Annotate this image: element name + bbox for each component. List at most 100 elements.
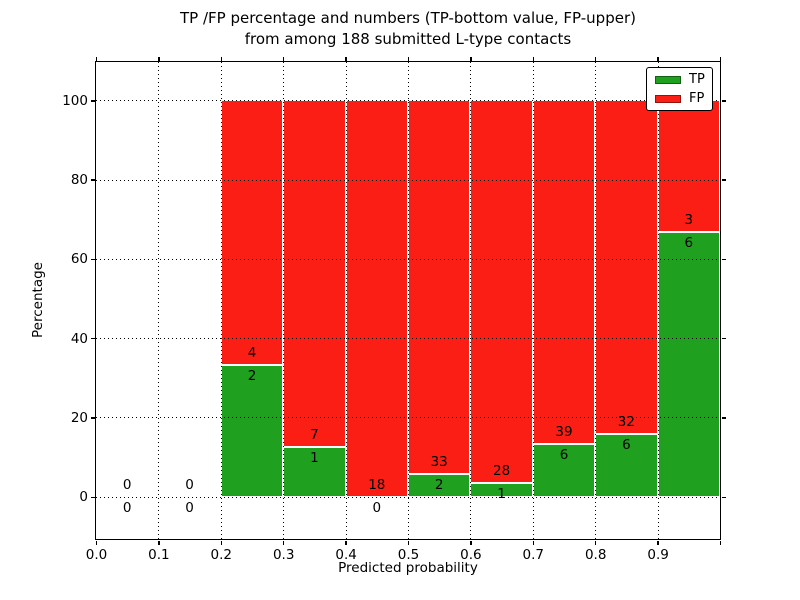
y-tick-label: 100 [62, 92, 88, 109]
tick-y-left-20 [91, 417, 95, 419]
gridline-x-0.1 [158, 62, 160, 539]
gridline-x-0.2 [220, 62, 222, 539]
fp-count-label: 32 [617, 414, 635, 431]
tick-x-top-1 [719, 57, 722, 61]
tick-x-bottom-0.2 [220, 540, 223, 545]
tp-count-label: 2 [247, 367, 257, 384]
gridline-x-0.8 [595, 62, 597, 539]
chart-title-line2: from among 188 submitted L-type contacts [244, 30, 572, 48]
legend: TP FP [646, 67, 713, 111]
tp-count-label: 2 [434, 477, 444, 494]
tp-count-label: 0 [185, 499, 194, 516]
y-axis-label: Percentage [30, 262, 46, 338]
tp-count-label: 0 [372, 499, 382, 516]
tick-x-bottom-0.7 [532, 540, 535, 545]
x-tick-label: 0.3 [272, 547, 295, 563]
gridline-x-0.7 [532, 62, 534, 539]
legend-swatch-tp [655, 75, 681, 84]
x-tick-label: 0.0 [85, 547, 108, 563]
y-tick-label: 60 [70, 251, 88, 268]
tp-count-label: 1 [310, 450, 319, 467]
tick-x-bottom-1 [719, 540, 722, 545]
gridline-y-60 [96, 258, 720, 260]
bar-segment-fp-2 [220, 100, 284, 365]
tp-count-label: 0 [122, 499, 132, 516]
tick-y-left-40 [91, 337, 95, 340]
bar-segment-tp-8 [595, 434, 658, 497]
bar-segment-fp-7 [532, 100, 596, 444]
tp-count-label: 6 [622, 437, 631, 454]
fp-count-label: 4 [247, 344, 257, 361]
tick-x-bottom-0.3 [282, 540, 285, 545]
tick-x-bottom-0.9 [657, 540, 659, 545]
y-tick-label: 0 [79, 489, 88, 506]
tick-y-left-60 [91, 258, 95, 261]
bar-segment-tp-9 [657, 232, 720, 497]
x-axis-label: Predicted probability [338, 560, 478, 576]
tick-x-bottom-0 [95, 540, 98, 545]
y-tick-label: 20 [70, 409, 88, 426]
tick-y-right-40 [721, 337, 726, 340]
tick-y-right-0 [721, 496, 726, 499]
tick-x-bottom-0.6 [470, 540, 472, 545]
gridline-x-0.6 [470, 62, 472, 539]
gridline-y-80 [96, 179, 720, 181]
tick-x-top-0.3 [282, 57, 285, 61]
gridline-x-0.5 [408, 62, 409, 539]
tick-x-top-0.4 [345, 57, 347, 61]
annotations-layer: 0 0 0 0 4 2 7 1 18 0 33 2 28 1 39 6 32 6 3 6 [96, 62, 720, 539]
tick-x-top-0 [95, 57, 98, 61]
bar-segment-fp-8 [595, 100, 658, 435]
gridline-x-0.3 [283, 62, 285, 539]
gridline-y-0 [96, 496, 720, 498]
x-tick-label: 0.4 [335, 547, 357, 563]
tick-x-top-0.8 [594, 57, 597, 61]
gridline-y-20 [96, 417, 720, 419]
fp-count-label: 28 [493, 463, 511, 480]
tick-x-bottom-0.4 [345, 540, 347, 545]
x-tick-label: 0.2 [210, 547, 233, 563]
y-tick-label: 80 [70, 172, 88, 189]
tick-y-right-100 [721, 100, 726, 102]
fp-count-label: 0 [185, 476, 194, 493]
y-tick-label: 40 [70, 330, 88, 347]
tick-x-bottom-0.5 [407, 540, 410, 545]
grid-layer [96, 62, 720, 539]
x-tick-label: 0.9 [647, 547, 669, 563]
chart-title-line1: TP /FP percentage and numbers (TP-bottom… [180, 9, 636, 27]
fp-count-label: 39 [555, 423, 573, 440]
fp-count-label: 3 [684, 212, 694, 229]
fp-count-label: 33 [430, 454, 448, 471]
x-tick-label: 0.8 [584, 547, 607, 563]
legend-label-fp: FP [689, 91, 705, 106]
x-tick-label: 0.7 [522, 547, 545, 563]
tick-y-left-80 [91, 179, 95, 181]
tick-x-top-0.6 [470, 57, 472, 61]
legend-label-tp: TP [689, 72, 705, 87]
tick-y-right-20 [721, 417, 726, 419]
x-tick-label: 0.6 [460, 547, 482, 563]
tick-x-top-0.5 [407, 57, 410, 61]
tick-x-top-0.2 [220, 57, 223, 61]
gridline-y-40 [96, 338, 720, 340]
fp-count-label: 0 [122, 476, 132, 493]
chart-title: TP /FP percentage and numbers (TP-bottom… [96, 8, 720, 50]
bar-segment-tp-3 [283, 447, 346, 497]
tick-x-top-0.7 [532, 57, 535, 61]
tick-x-bottom-0.8 [594, 540, 597, 545]
tp-count-label: 6 [684, 235, 694, 252]
legend-swatch-fp [655, 94, 681, 103]
tick-y-left-100 [91, 100, 95, 102]
tick-y-left-0 [91, 496, 95, 499]
tick-x-top-0.9 [657, 57, 659, 61]
legend-item-fp: FP [647, 92, 712, 105]
gridline-y-100 [96, 100, 720, 102]
tick-y-right-60 [721, 258, 726, 261]
x-tick-label: 0.1 [148, 547, 170, 563]
gridline-x-0.9 [657, 62, 659, 539]
tp-count-label: 6 [559, 446, 569, 463]
tp-count-label: 1 [497, 486, 506, 503]
bar-segment-fp-5 [408, 100, 471, 475]
tick-x-bottom-0.1 [158, 540, 160, 545]
